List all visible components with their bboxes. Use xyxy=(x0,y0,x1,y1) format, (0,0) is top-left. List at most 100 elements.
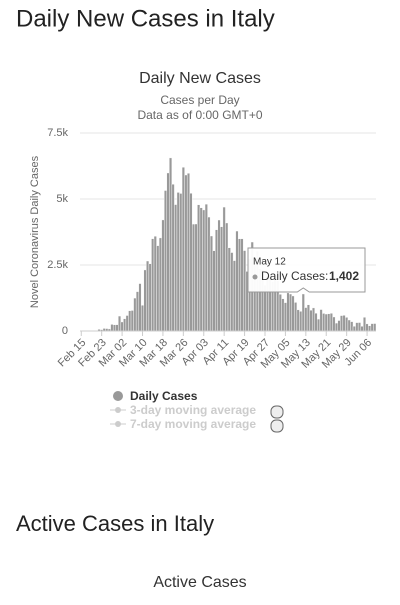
legend-label[interactable]: 7-day moving average xyxy=(130,417,256,431)
bar xyxy=(315,313,318,331)
bar xyxy=(228,248,231,331)
bar xyxy=(312,308,315,331)
bar xyxy=(282,299,285,331)
page-heading: Daily New Cases in Italy xyxy=(16,5,275,32)
bar xyxy=(356,323,359,331)
y-tick-label: 5k xyxy=(56,193,68,205)
bar xyxy=(205,204,208,331)
bar xyxy=(299,311,302,331)
bar xyxy=(174,205,177,331)
bar xyxy=(187,173,190,331)
y-tick-label: 2.5k xyxy=(47,259,68,271)
tooltip-value: 1,402 xyxy=(329,269,359,283)
legend-marker[interactable] xyxy=(113,391,123,401)
bar xyxy=(215,230,218,331)
bar xyxy=(162,220,165,331)
bar xyxy=(338,321,341,331)
bar xyxy=(241,239,244,331)
bar xyxy=(225,223,228,331)
bar xyxy=(151,239,154,331)
bar xyxy=(169,158,172,331)
bar xyxy=(335,323,338,331)
bar xyxy=(136,292,139,331)
bar xyxy=(348,320,351,331)
bar xyxy=(310,310,313,331)
bar xyxy=(220,227,223,331)
bar xyxy=(371,324,374,331)
bar xyxy=(146,261,149,331)
bar xyxy=(287,293,290,331)
bar xyxy=(185,175,188,331)
bar xyxy=(172,184,175,331)
bar xyxy=(121,322,124,331)
bar xyxy=(292,296,295,331)
y-tick-label: 0 xyxy=(62,325,68,337)
bar xyxy=(238,239,241,331)
bar xyxy=(350,322,353,331)
bar xyxy=(141,305,144,331)
bar xyxy=(139,284,142,331)
tooltip-marker xyxy=(253,275,258,280)
toggle-icon[interactable] xyxy=(271,406,283,418)
bar xyxy=(210,236,213,331)
bar xyxy=(208,217,211,331)
bar xyxy=(297,310,300,331)
bar xyxy=(305,308,308,331)
bar xyxy=(113,325,116,331)
bar xyxy=(197,205,200,331)
bar xyxy=(320,310,323,331)
bar xyxy=(233,261,236,331)
legend-label[interactable]: Daily Cases xyxy=(130,389,198,403)
y-tick-label: 7.5k xyxy=(47,127,68,139)
bar xyxy=(366,324,369,331)
bar xyxy=(123,319,126,331)
legend-label[interactable]: 3-day moving average xyxy=(130,403,256,417)
bar xyxy=(128,311,131,331)
bar xyxy=(345,317,348,331)
tooltip-date: May 12 xyxy=(253,257,286,268)
bar xyxy=(200,208,203,331)
chart-title: Active Cases xyxy=(153,574,246,591)
bar xyxy=(284,303,287,331)
bar xyxy=(134,298,137,331)
bar xyxy=(213,251,216,331)
bar xyxy=(333,317,336,331)
bar xyxy=(236,231,239,331)
bar xyxy=(231,253,234,331)
bar xyxy=(177,192,180,331)
legend-marker[interactable] xyxy=(115,407,121,413)
bar xyxy=(218,220,221,331)
bar xyxy=(317,319,320,331)
bar xyxy=(307,305,310,331)
chart-subtitle: Cases per Day xyxy=(160,93,239,107)
bar xyxy=(302,294,305,331)
bar xyxy=(289,294,292,331)
legend-marker[interactable] xyxy=(115,421,121,427)
bar xyxy=(192,224,195,331)
bar xyxy=(131,310,134,331)
chart-title: Daily New Cases xyxy=(139,70,261,87)
bar xyxy=(279,294,282,331)
bar xyxy=(111,324,114,331)
bar xyxy=(325,314,328,331)
bar xyxy=(126,316,129,331)
bar xyxy=(373,324,376,331)
bar xyxy=(144,270,147,331)
bar xyxy=(167,173,170,331)
toggle-icon[interactable] xyxy=(271,420,283,432)
bar xyxy=(149,264,152,331)
bar xyxy=(195,224,198,331)
y-axis-label: Novel Coronavirus Daily Cases xyxy=(29,155,41,308)
bar xyxy=(157,246,160,331)
bar xyxy=(322,313,325,331)
bar xyxy=(180,193,183,331)
bar xyxy=(164,190,167,331)
bar xyxy=(159,238,162,331)
bar xyxy=(202,210,205,331)
bar xyxy=(330,313,333,331)
bar xyxy=(223,207,226,331)
bar xyxy=(340,316,343,331)
bar xyxy=(118,316,121,331)
